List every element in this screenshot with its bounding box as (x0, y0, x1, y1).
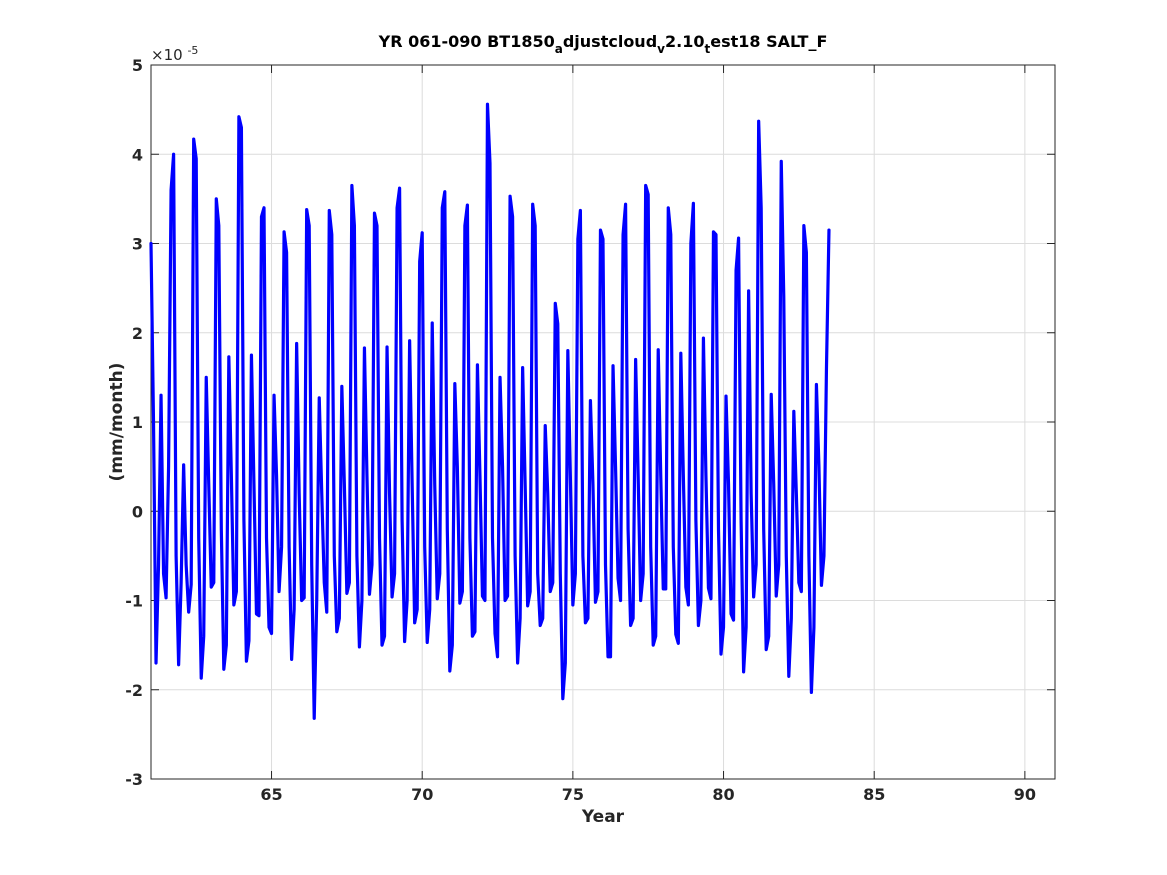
y-axis-multiplier: ×10 -5 (151, 44, 198, 64)
chart-title-part: YR 061-090 BT1850 (378, 32, 555, 51)
x-tick-label: 80 (712, 785, 734, 804)
y-tick-labels: -3 -2 -1 0 1 2 3 4 5 (125, 56, 143, 789)
series-line (149, 102, 831, 720)
y-tick-label: 3 (132, 235, 143, 254)
chart-title-subscript: t (704, 42, 710, 56)
x-tick-label: 85 (863, 785, 885, 804)
chart-title-subscript: a (555, 42, 563, 56)
y-tick-label: -1 (125, 592, 143, 611)
y-multiplier-base: ×10 (151, 46, 183, 64)
y-tick-label: -3 (125, 770, 143, 789)
series-layer (149, 102, 831, 720)
y-tick-label: 2 (132, 324, 143, 343)
chart-title-part: est18 SALT_F (710, 32, 827, 51)
x-tick-labels: 65 70 75 80 85 90 (260, 785, 1036, 804)
x-tick-label: 90 (1014, 785, 1036, 804)
x-tick-label: 75 (562, 785, 584, 804)
y-multiplier-exponent: -5 (187, 44, 198, 57)
x-tick-label: 65 (260, 785, 282, 804)
x-tick-label: 70 (411, 785, 433, 804)
y-tick-label: -2 (125, 681, 143, 700)
chart-title: YR 061-090 BT1850adjustcloudv2.10test18 … (378, 32, 828, 56)
y-tick-label: 0 (132, 502, 143, 521)
chart-title-part: 2.10 (665, 32, 704, 51)
y-tick-label: 1 (132, 413, 143, 432)
y-tick-label: 4 (132, 145, 143, 164)
y-axis-title: (mm/month) (107, 363, 127, 482)
chart-title-part: djustcloud (563, 32, 657, 51)
y-tick-label: 5 (132, 56, 143, 75)
chart-title-subscript: v (657, 42, 665, 56)
x-axis-title: Year (581, 807, 625, 827)
